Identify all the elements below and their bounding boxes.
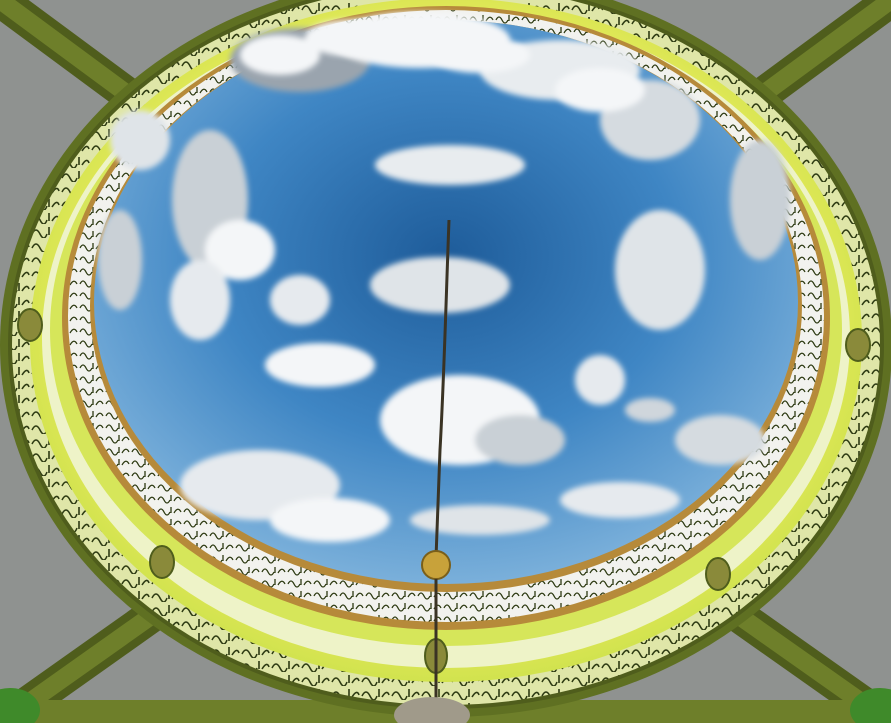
chandelier-bowl [394, 697, 470, 723]
ring-medallions [17, 308, 871, 674]
painted-clouds [98, 12, 790, 542]
chandelier-chain [434, 219, 451, 559]
corner-green-left [0, 688, 40, 723]
corner-green-right [850, 688, 891, 723]
chandelier-ornament [421, 550, 451, 580]
chandelier [394, 219, 470, 723]
